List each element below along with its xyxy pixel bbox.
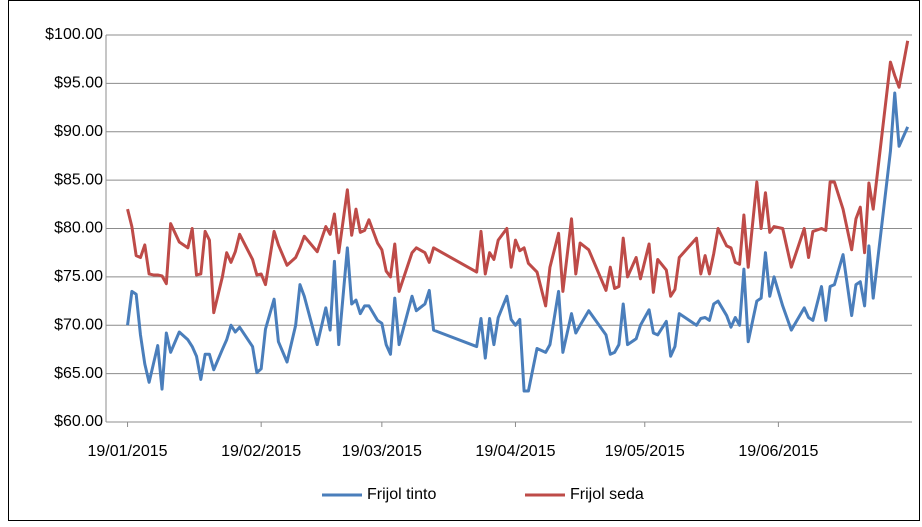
x-tick-label: 19/04/2015 [475,443,555,460]
x-tick-label: 19/02/2015 [221,443,301,460]
legend-label: Frijol tinto [367,486,436,503]
y-tick-label: $70.00 [54,316,103,333]
y-tick-label: $95.00 [54,75,103,92]
y-tick-label: $80.00 [54,220,103,237]
y-tick-label: $90.00 [54,123,103,140]
x-tick-label: 19/05/2015 [605,443,685,460]
series-line [126,91,910,393]
x-tick-label: 19/01/2015 [88,443,168,460]
y-tick-label: $60.00 [54,413,103,430]
y-tick-label: $85.00 [54,171,103,188]
series-line [126,40,910,315]
y-tick-label: $75.00 [54,268,103,285]
x-tick-label: 19/06/2015 [738,443,818,460]
legend-label: Frijol seda [570,486,644,503]
y-tick-label: $65.00 [54,365,103,382]
y-tick-label: $100.00 [45,26,103,43]
x-tick-label: 19/03/2015 [342,443,422,460]
